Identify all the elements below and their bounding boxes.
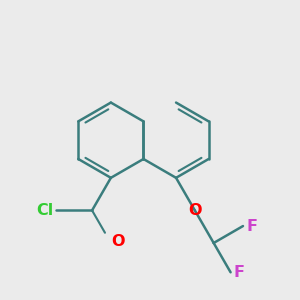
Text: O: O xyxy=(188,203,202,218)
Text: Cl: Cl xyxy=(36,203,53,218)
Text: F: F xyxy=(246,218,257,233)
Text: F: F xyxy=(234,265,245,280)
Text: O: O xyxy=(112,234,125,249)
